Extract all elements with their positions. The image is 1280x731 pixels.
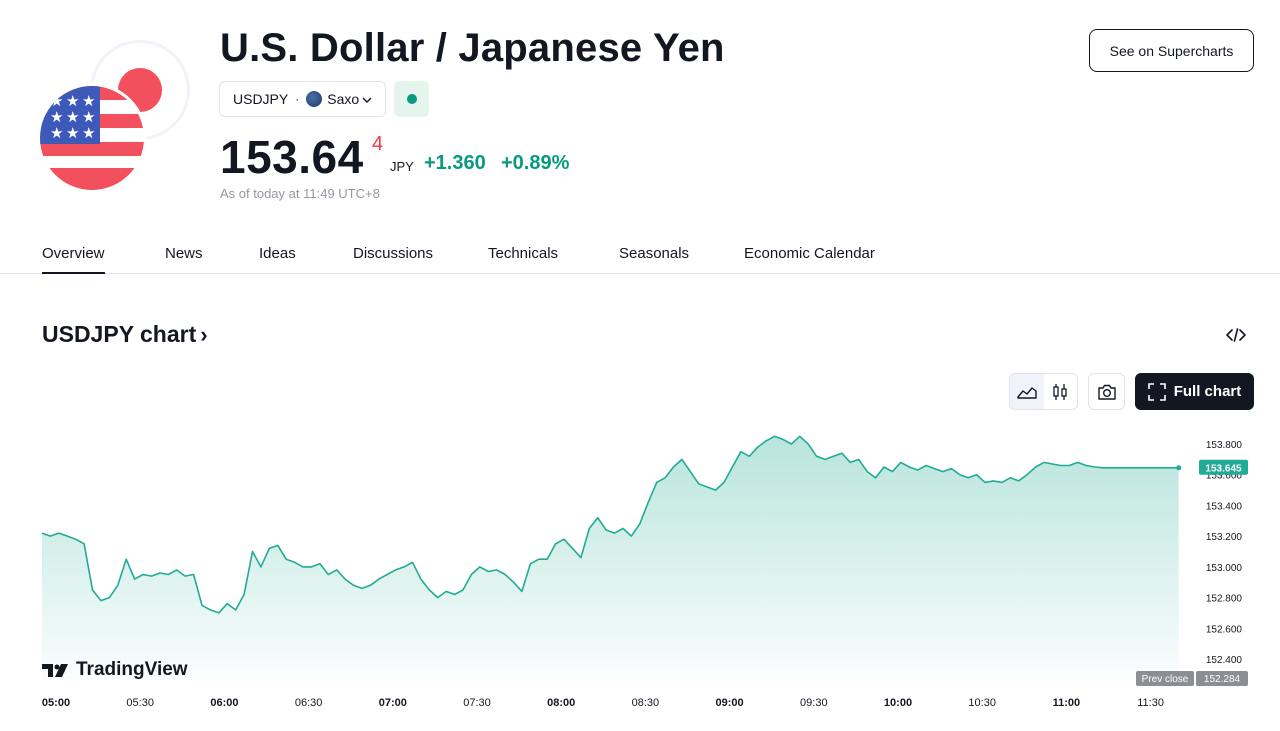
- prev-close-tag: [1136, 671, 1194, 686]
- full-chart-button[interactable]: Full chart: [1135, 373, 1254, 410]
- chevron-right-icon: ›: [200, 321, 208, 347]
- fullscreen-icon: [1147, 382, 1166, 401]
- y-tick-label: 152.800: [1206, 594, 1243, 605]
- separator: ·: [295, 92, 300, 106]
- price-line: [41, 435, 1179, 614]
- price-currency: JPY: [390, 159, 414, 174]
- prev-close-value-box: [1196, 671, 1248, 686]
- svg-text:★: ★: [66, 124, 79, 142]
- tradingview-logo[interactable]: TradingView: [42, 659, 188, 681]
- quote-timestamp: As of today at 11:49 UTC+8: [220, 186, 380, 201]
- y-tick-label: 152.600: [1206, 624, 1243, 635]
- svg-text:★: ★: [82, 108, 95, 126]
- full-chart-label: Full chart: [1173, 383, 1242, 400]
- svg-text:★: ★: [66, 108, 79, 126]
- svg-text:★: ★: [66, 92, 79, 110]
- prev-close-value: 152.284: [1204, 674, 1241, 685]
- svg-text:★: ★: [50, 124, 63, 142]
- tab-bar: Overview News Ideas Discussions Technica…: [0, 236, 1280, 274]
- exchange-name: Saxo: [327, 91, 360, 107]
- chart-heading-text: USDJPY chart: [42, 321, 197, 347]
- last-price-label: 153.645: [1176, 459, 1248, 475]
- tab-ideas[interactable]: Ideas: [259, 245, 296, 262]
- prev-close-label: Prev close 152.284: [1136, 671, 1248, 686]
- price-last-digit: 4: [372, 133, 384, 155]
- see-on-supercharts-button[interactable]: See on Supercharts: [1089, 29, 1254, 72]
- x-tick-label: 05:00: [42, 697, 70, 709]
- chart-type-toggle: [1009, 373, 1078, 410]
- x-tick-label: 10:30: [968, 697, 996, 709]
- x-tick-label: 09:00: [716, 697, 744, 709]
- y-axis: 152.400 152.600 152.800 153.000 153.200 153.4…: [1206, 440, 1243, 666]
- price-change-percent: +0.89%: [501, 152, 570, 174]
- tab-economic-calendar[interactable]: Economic Calendar: [744, 245, 875, 262]
- market-open-dot: [406, 94, 417, 104]
- symbol-exchange-selector[interactable]: USDJPY · Saxo: [219, 81, 386, 117]
- y-tick-label: 153.000: [1206, 563, 1243, 574]
- tab-technicals[interactable]: Technicals: [488, 245, 559, 262]
- chart-heading-link[interactable]: USDJPY chart ›: [42, 321, 208, 348]
- tab-news[interactable]: News: [165, 245, 203, 262]
- market-status-badge[interactable]: [394, 81, 429, 117]
- last-price-value: 153.645: [1205, 463, 1242, 474]
- x-tick-label: 06:00: [210, 697, 238, 709]
- x-tick-label: 08:30: [632, 697, 660, 709]
- x-tick-label: 11:30: [1137, 697, 1164, 709]
- svg-text:★: ★: [82, 92, 95, 110]
- x-tick-label: 05:30: [126, 697, 154, 709]
- y-tick-label: 153.800: [1206, 440, 1243, 451]
- tab-overview[interactable]: Overview: [42, 245, 105, 274]
- x-tick-label: 07:00: [379, 697, 407, 709]
- candles-icon[interactable]: [1044, 374, 1078, 409]
- x-tick-label: 09:30: [800, 697, 828, 709]
- x-tick-label: 11:00: [1053, 697, 1081, 709]
- exchange-logo-icon: [306, 91, 323, 107]
- x-tick-label: 10:00: [884, 697, 912, 709]
- prev-close-text: Prev close: [1142, 674, 1189, 685]
- x-tick-label: 06:30: [295, 697, 323, 709]
- x-tick-label: 08:00: [547, 697, 575, 709]
- area-chart-icon[interactable]: [1010, 374, 1044, 409]
- camera-icon[interactable]: [1088, 373, 1125, 410]
- tradingview-logo-icon: [42, 664, 68, 677]
- symbol-ticker: USDJPY: [233, 91, 289, 107]
- tab-discussions[interactable]: Discussions: [353, 245, 434, 262]
- flag-usd-jpy-icon: ★ ★ ★ ★ ★ ★ ★ ★ ★: [40, 40, 192, 192]
- price-change: +1.360: [424, 152, 486, 174]
- tradingview-wordmark: TradingView: [76, 659, 188, 680]
- last-price-dot: [1176, 465, 1182, 471]
- svg-text:★: ★: [50, 108, 63, 126]
- chevron-down-icon: [361, 93, 373, 105]
- last-price: 153.64: [220, 131, 364, 183]
- price-area-fill: [42, 436, 1179, 680]
- x-axis: 05:00 05:30 06:00 06:30 07:00 07:30 08:00 08:30…: [42, 697, 1164, 709]
- svg-text:★: ★: [82, 124, 95, 142]
- y-tick-label: 153.400: [1206, 501, 1243, 512]
- embed-code-icon[interactable]: [1224, 324, 1248, 346]
- x-tick-label: 07:30: [463, 697, 491, 709]
- y-tick-label: 152.400: [1206, 655, 1243, 666]
- y-tick-label: 153.200: [1206, 532, 1243, 543]
- y-tick-label: 153.600: [1206, 471, 1243, 482]
- price-chart[interactable]: 152.400 152.600 152.800 153.000 153.200 153.4…: [0, 420, 1280, 720]
- page-title: U.S. Dollar / Japanese Yen: [220, 26, 725, 70]
- tab-seasonals[interactable]: Seasonals: [619, 245, 690, 262]
- last-price-box: [1199, 459, 1248, 475]
